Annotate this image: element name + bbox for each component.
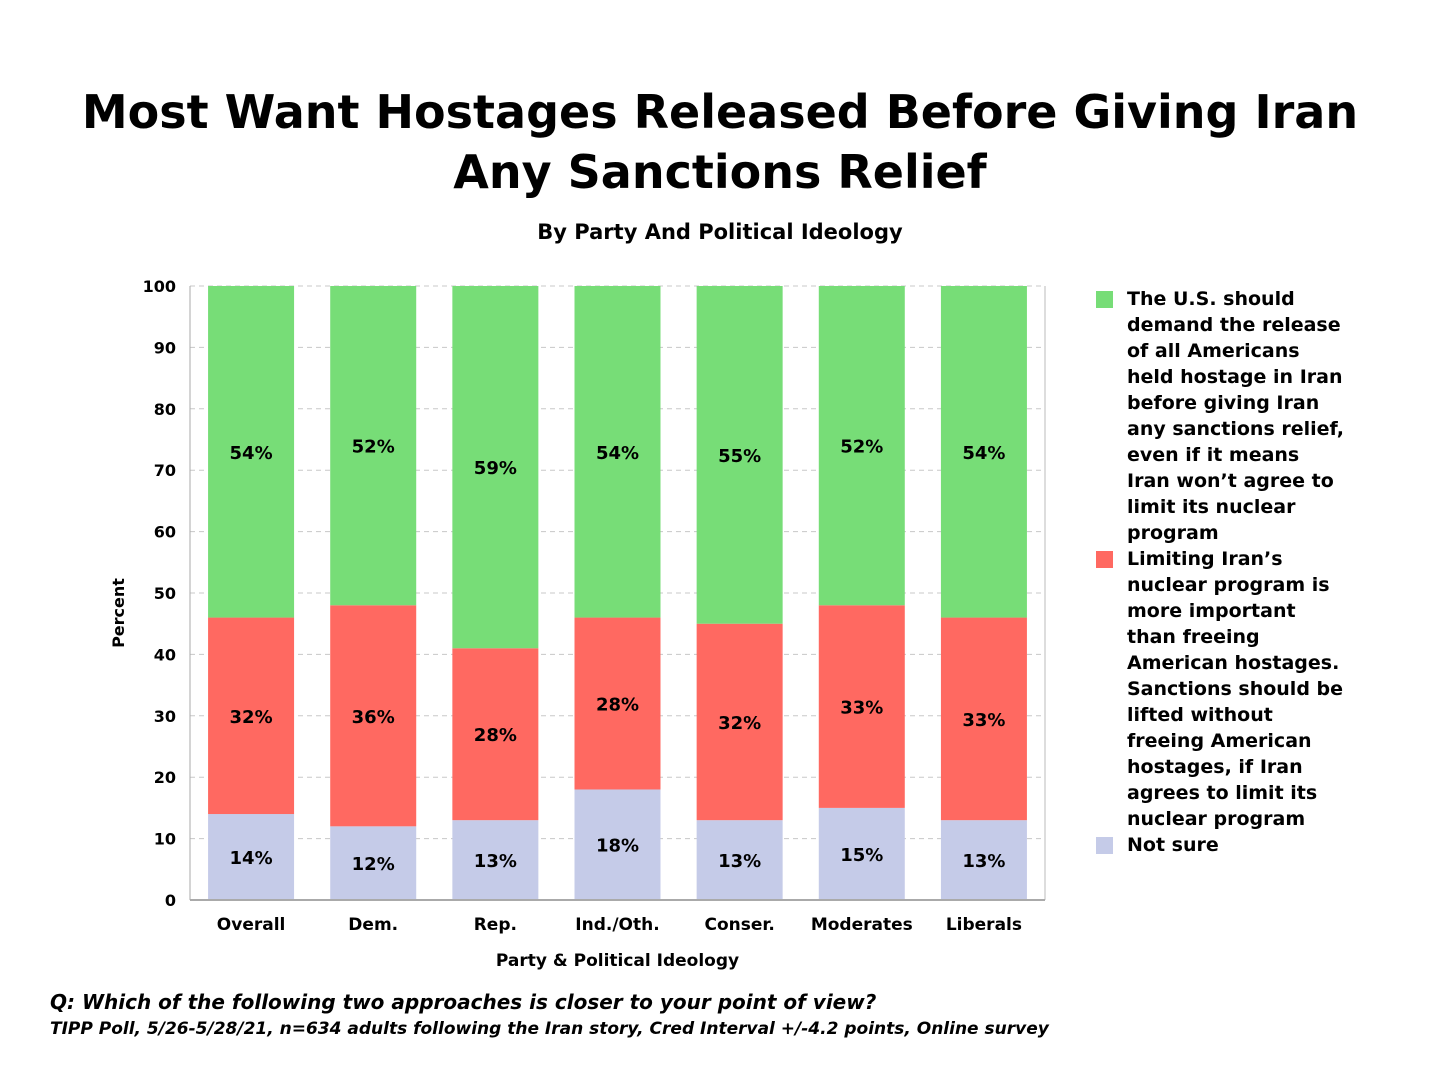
data-label: 18%	[596, 836, 639, 857]
legend-item-not-sure: Not sure	[1096, 832, 1346, 858]
bar-segment	[574, 617, 661, 790]
data-label: 14%	[230, 848, 273, 869]
bar-segment	[940, 286, 1027, 618]
data-label: 28%	[474, 725, 517, 746]
bar-segment	[330, 286, 417, 606]
y-tick-label: 100	[143, 277, 176, 296]
chart-subtitle: By Party And Political Ideology	[537, 220, 903, 244]
data-label: 36%	[352, 707, 395, 728]
bar-segment	[452, 648, 539, 821]
data-label: 52%	[352, 437, 395, 458]
data-label: 28%	[596, 695, 639, 716]
legend-label: Limiting Iran’s nuclear program is more …	[1127, 548, 1344, 830]
legend: The U.S. should demand the release of al…	[1096, 286, 1346, 858]
data-label: 32%	[230, 707, 273, 728]
data-label: 33%	[962, 710, 1005, 731]
data-label: 54%	[962, 443, 1005, 464]
data-label: 54%	[596, 443, 639, 464]
bar-segment	[330, 826, 417, 900]
y-tick-label: 60	[154, 523, 176, 542]
footer-source: TIPP Poll, 5/26-5/28/21, n=634 adults fo…	[50, 1019, 1049, 1039]
title-line-2: Any Sanctions Relief	[453, 145, 987, 199]
x-tick-label: Ind./Oth.	[575, 915, 659, 935]
bar-segment	[452, 286, 539, 649]
bar-segment	[330, 605, 417, 827]
bar-segment	[574, 286, 661, 618]
legend-item-limit-program: Limiting Iran’s nuclear program is more …	[1096, 546, 1346, 832]
legend-swatch	[1096, 291, 1113, 308]
y-tick-label: 90	[154, 338, 176, 357]
y-tick-label: 70	[154, 461, 176, 480]
y-axis-title: Percent	[109, 578, 128, 648]
data-label: 59%	[474, 458, 517, 479]
x-axis-title: Party & Political Ideology	[496, 951, 739, 971]
data-label: 33%	[840, 698, 883, 719]
bar-segment	[696, 623, 783, 821]
bar-segment	[940, 617, 1027, 821]
bar-segment	[696, 286, 783, 624]
legend-swatch	[1096, 551, 1113, 568]
legend-item-demand-release: The U.S. should demand the release of al…	[1096, 286, 1346, 546]
y-tick-label: 20	[154, 768, 176, 787]
bar-segment	[818, 605, 905, 808]
bar-segment	[940, 820, 1027, 900]
data-label: 52%	[840, 437, 883, 458]
y-tick-label: 50	[154, 584, 176, 603]
bar-segment	[208, 617, 295, 815]
data-label: 54%	[230, 443, 273, 464]
data-label: 13%	[474, 851, 517, 872]
data-label: 32%	[718, 713, 761, 734]
x-tick-label: Dem.	[348, 915, 398, 935]
legend-label: Not sure	[1127, 834, 1219, 856]
x-tick-label: Liberals	[946, 915, 1022, 935]
data-label: 13%	[962, 851, 1005, 872]
y-tick-label: 80	[154, 400, 176, 419]
y-tick-label: 30	[154, 707, 176, 726]
bar-segment	[818, 286, 905, 606]
bar-segment	[574, 789, 661, 900]
data-label: 15%	[840, 845, 883, 866]
bar-segment	[208, 286, 295, 618]
data-label: 55%	[718, 446, 761, 467]
bar-segment	[696, 820, 783, 900]
x-tick-label: Conser.	[704, 915, 774, 935]
data-label: 12%	[352, 854, 395, 875]
x-tick-label: Overall	[217, 915, 286, 935]
bar-segment	[208, 814, 295, 900]
footer-question: Q: Which of the following two approaches…	[50, 990, 877, 1014]
y-tick-label: 0	[165, 891, 176, 910]
x-tick-label: Rep.	[474, 915, 517, 935]
x-tick-label: Moderates	[811, 915, 913, 935]
data-label: 13%	[718, 851, 761, 872]
legend-label: The U.S. should demand the release of al…	[1127, 288, 1344, 544]
bar-segment	[818, 807, 905, 900]
title-line-1: Most Want Hostages Released Before Givin…	[81, 85, 1359, 139]
chart-title: Most Want Hostages Released Before Givin…	[0, 82, 1440, 202]
y-tick-label: 40	[154, 645, 176, 664]
legend-swatch	[1096, 837, 1113, 854]
y-tick-label: 10	[154, 830, 176, 849]
bar-segment	[452, 820, 539, 900]
